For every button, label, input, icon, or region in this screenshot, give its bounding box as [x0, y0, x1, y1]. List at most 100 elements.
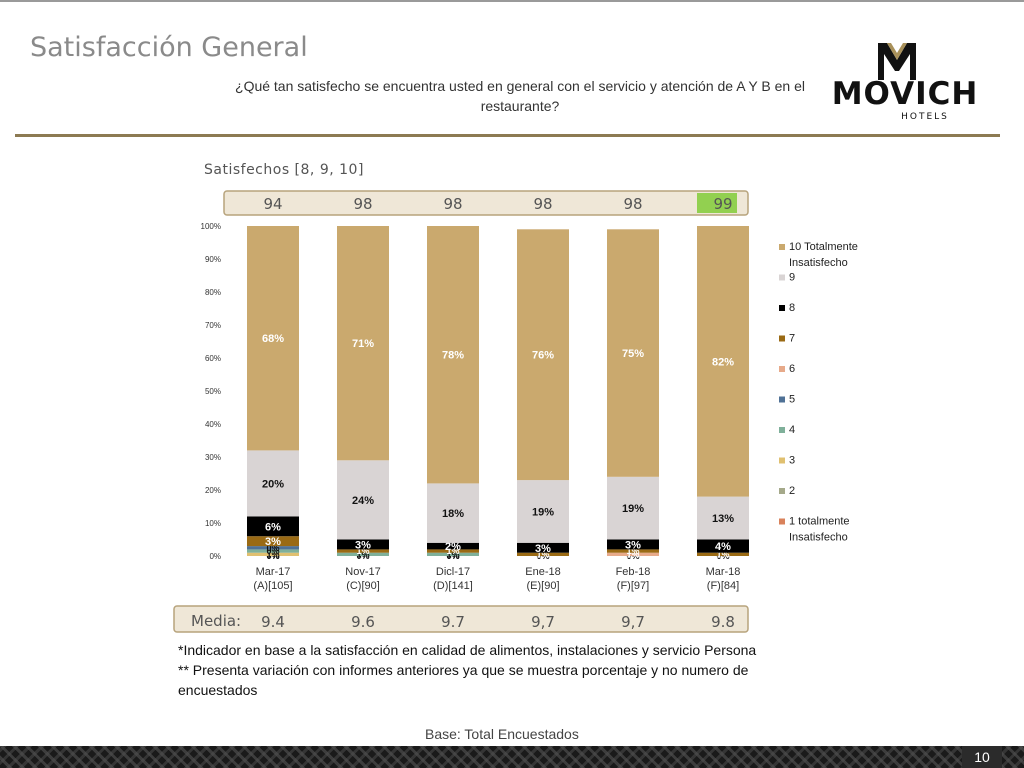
bar-data-label: 1%: [446, 546, 459, 556]
satisfied-band: [223, 190, 749, 216]
bar-segment: [337, 226, 389, 461]
bar-data-label: 2%: [445, 541, 461, 553]
bar-data-label: 3%: [265, 536, 281, 548]
x-tick-sublabel: (C)[90]: [346, 580, 380, 592]
legend-label: 10 Totalmente: [789, 241, 858, 253]
bar-segment: [427, 483, 479, 543]
x-tick-label: Ene-18: [525, 566, 560, 578]
footnotes: *Indicador en base a la satisfacción en …: [178, 640, 798, 700]
bar-data-label: 82%: [712, 356, 734, 368]
legend-swatch: [779, 335, 785, 342]
bar-data-label: 3%: [625, 539, 641, 551]
chart-subtitle: Satisfechos [8, 9, 10]: [204, 162, 364, 178]
page-title: Satisfacción General: [30, 32, 308, 63]
bar-segment: [607, 539, 659, 550]
footnote-2: ** Presenta variación con informes anter…: [178, 662, 749, 698]
y-tick-label: 80%: [205, 288, 221, 297]
base-note: Base: Total Encuestados: [425, 726, 579, 742]
media-value: 9,7: [531, 613, 555, 631]
bar-data-label: 6%: [265, 521, 281, 533]
y-tick-label: 70%: [205, 321, 221, 330]
legend-swatch: [779, 457, 785, 464]
bar-segment: [607, 549, 659, 553]
top-border: [0, 0, 1024, 2]
bar-data-label: 18%: [442, 508, 464, 520]
legend-label: 4: [789, 424, 795, 436]
x-tick-sublabel: (D)[141]: [433, 580, 473, 592]
satisfied-value: 98: [533, 195, 552, 213]
y-tick-label: 10%: [205, 519, 221, 528]
bar-segment: [697, 226, 749, 497]
legend-swatch: [779, 518, 785, 525]
satisfied-value: 98: [443, 195, 462, 213]
x-tick-sublabel: (F)[84]: [707, 580, 739, 592]
bar-data-label: 71%: [352, 338, 374, 350]
x-tick-sublabel: (F)[97]: [617, 580, 649, 592]
bar-segment: [607, 229, 659, 477]
decorative-footer-band-overlay: [0, 746, 1024, 768]
legend-label: 6: [789, 363, 795, 375]
satisfied-value: 94: [263, 195, 282, 213]
bar-data-label: 68%: [262, 333, 284, 345]
legend-label: Insatisfecho: [789, 532, 848, 544]
legend-label: Insatisfecho: [789, 257, 848, 269]
y-tick-label: 50%: [205, 387, 221, 396]
media-value: 9.6: [351, 613, 375, 631]
x-tick-label: Feb-18: [616, 566, 651, 578]
y-tick-label: 40%: [205, 420, 221, 429]
bar-segment: [247, 450, 299, 517]
y-tick-label: 0%: [209, 552, 221, 561]
legend-label: 8: [789, 302, 795, 314]
bar-data-label: 76%: [532, 350, 554, 362]
legend-label: 2: [789, 485, 795, 497]
bar-segment: [427, 549, 479, 553]
bar-data-label: 4%: [715, 541, 731, 553]
bar-data-label: 1%: [716, 549, 729, 559]
footnote-1: *Indicador en base a la satisfacción en …: [178, 642, 757, 658]
bar-data-label: 13%: [712, 513, 734, 525]
bar-data-label: 1%: [356, 549, 369, 559]
bar-segment: [517, 229, 569, 481]
legend-swatch: [779, 305, 785, 311]
media-band: [173, 605, 749, 633]
bar-segment: [247, 226, 299, 451]
bar-segment: [607, 476, 659, 540]
media-label: Media:: [191, 612, 241, 630]
bar-data-label: 1%: [446, 549, 459, 559]
y-tick-label: 90%: [205, 255, 221, 264]
y-tick-label: 100%: [201, 222, 221, 231]
bar-segment: [517, 542, 569, 553]
bar-segment: [337, 552, 389, 556]
media-value: 9.7: [441, 613, 465, 631]
bar-segment: [337, 549, 389, 553]
legend-label: 3: [789, 455, 795, 467]
bar-data-label: 24%: [352, 495, 374, 507]
bar-segment: [247, 536, 299, 547]
header-rule: [15, 134, 1000, 137]
bar-segment: [427, 552, 479, 556]
bar-segment: [697, 552, 749, 556]
media-value: 9.8: [711, 613, 735, 631]
bar-data-label: 19%: [622, 503, 644, 515]
bar-segment: [607, 552, 659, 556]
satisfied-highlight: [697, 193, 737, 213]
legend-swatch: [779, 274, 785, 281]
bar-data-label: 1%: [536, 549, 549, 559]
media-value: 9.4: [261, 613, 285, 631]
bar-data-label: 0%: [266, 543, 279, 553]
y-tick-label: 30%: [205, 453, 221, 462]
satisfied-value: 98: [623, 195, 642, 213]
bar-segment: [247, 516, 299, 537]
bar-segment: [247, 546, 299, 550]
bar-data-label: 1%: [266, 549, 279, 559]
bar-data-label: 19%: [532, 506, 554, 518]
legend-label: 7: [789, 333, 795, 345]
bar-data-label: 1%: [626, 546, 639, 556]
bar-data-label: 0%: [266, 546, 279, 556]
bar-data-label: 3%: [535, 543, 551, 555]
legend-label: 1 totalmente: [789, 516, 850, 528]
x-tick-label: Dicl-17: [436, 566, 470, 578]
x-tick-label: Mar-18: [706, 566, 741, 578]
bar-data-label: 3%: [355, 539, 371, 551]
y-tick-label: 20%: [205, 486, 221, 495]
